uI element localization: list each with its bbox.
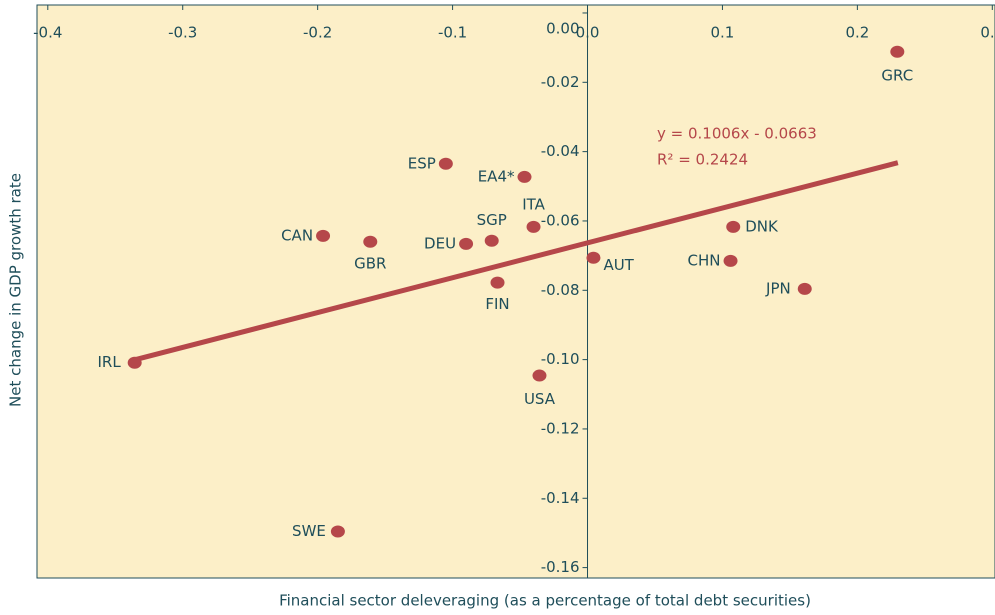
x-tick-label: 0.1: [711, 24, 735, 42]
data-point: [316, 229, 331, 242]
point-label: CHN: [688, 251, 721, 269]
point-label: FIN: [485, 295, 509, 313]
point-label: DEU: [424, 234, 456, 252]
r-squared: R² = 0.2424: [657, 151, 748, 169]
plot-area: [36, 4, 995, 579]
y-tick-label: 0.00: [546, 19, 579, 37]
data-point: [723, 254, 738, 267]
point-label: JPN: [765, 279, 791, 297]
x-tick-label: 0.3: [980, 24, 995, 42]
data-point: [890, 45, 905, 58]
data-point: [726, 220, 741, 233]
data-point: [490, 276, 505, 289]
y-axis-label: Net change in GDP growth rate: [7, 173, 25, 407]
trend-line: [133, 160, 899, 363]
data-point: [484, 234, 499, 247]
point-label: EA4*: [478, 167, 515, 185]
data-point: [532, 369, 547, 382]
x-tick-label: -0.3: [168, 24, 197, 42]
point-label: DNK: [745, 217, 779, 235]
point-label: ESP: [408, 154, 436, 172]
point-label: IRL: [97, 353, 121, 371]
x-tick-label: 0.2: [845, 24, 869, 42]
point-label: AUT: [603, 256, 634, 274]
point-label: USA: [524, 390, 556, 408]
point-label: ITA: [522, 195, 545, 213]
y-tick-label: -0.06: [541, 211, 580, 229]
y-tick-label: -0.12: [541, 419, 580, 437]
y-tick-label: -0.08: [541, 281, 580, 299]
point-label: GRC: [881, 66, 913, 84]
data-point: [127, 356, 142, 369]
data-point: [363, 235, 378, 248]
point-label: GBR: [354, 254, 386, 272]
y-tick-label: -0.16: [541, 558, 580, 576]
point-label: SGP: [477, 211, 507, 229]
x-axis-label: Financial sector deleveraging (as a perc…: [279, 592, 811, 610]
x-tick-label: -0.4: [33, 24, 62, 42]
data-point: [517, 170, 532, 183]
y-tick-label: -0.04: [541, 142, 580, 160]
x-tick-label: -0.2: [303, 24, 332, 42]
data-point: [459, 237, 474, 250]
x-tick-label: -0.1: [438, 24, 467, 42]
data-point: [330, 525, 345, 538]
data-point: [526, 220, 541, 233]
point-label: CAN: [281, 226, 313, 244]
point-label: SWE: [292, 522, 326, 540]
data-point: [438, 157, 453, 170]
data-point: [797, 282, 812, 295]
y-tick-label: -0.10: [541, 350, 580, 368]
data-point: [586, 251, 601, 264]
y-tick-label: -0.14: [541, 489, 580, 507]
x-tick-label: 0.0: [576, 24, 600, 42]
y-tick-label: -0.02: [541, 73, 580, 91]
trend-equation: y = 0.1006x - 0.0663: [657, 125, 817, 143]
